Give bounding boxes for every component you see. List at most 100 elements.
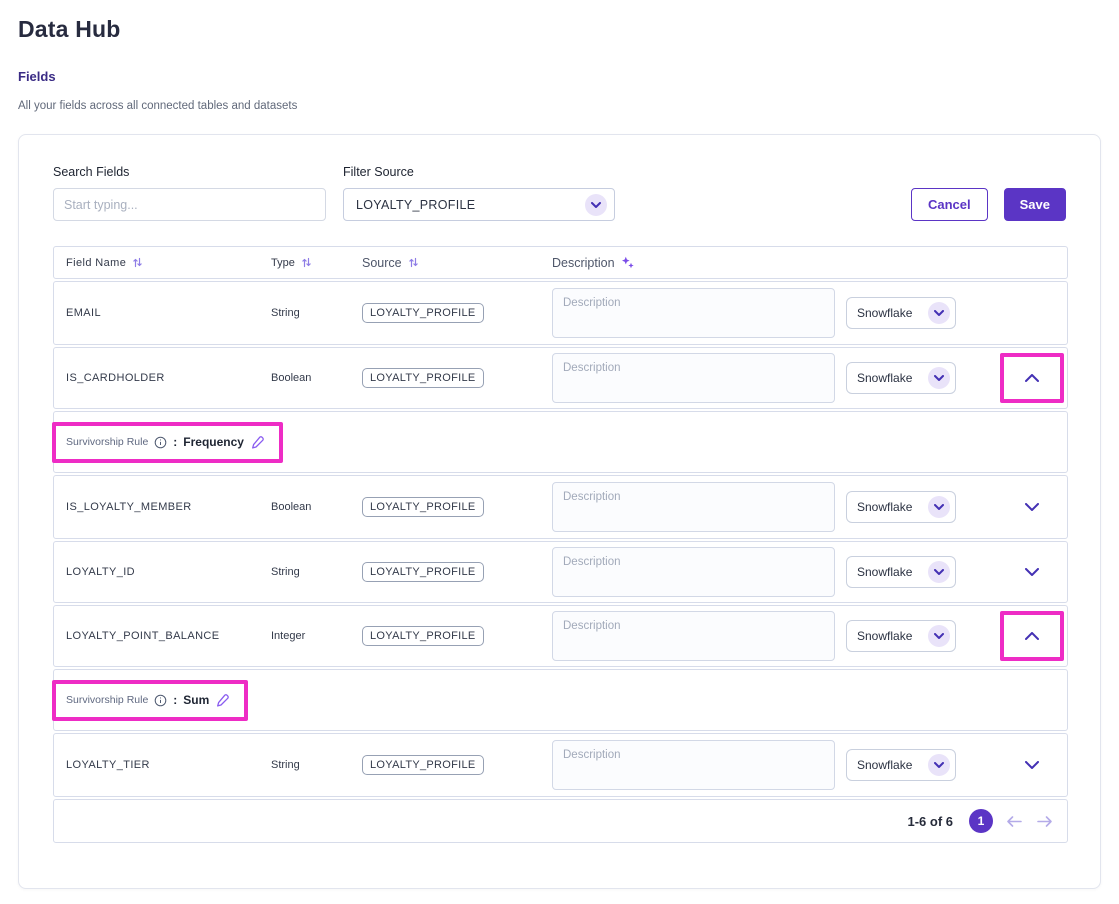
field-type: String — [271, 307, 300, 319]
chevron-down-icon — [928, 367, 950, 389]
expand-row-button[interactable] — [1020, 560, 1044, 584]
collapse-row-button[interactable] — [1000, 611, 1064, 661]
chevron-down-icon — [928, 625, 950, 647]
description-input[interactable] — [552, 482, 835, 532]
field-name: IS_CARDHOLDER — [66, 372, 165, 384]
info-icon[interactable] — [154, 436, 167, 449]
field-type: Integer — [271, 630, 306, 642]
system-select-value: Snowflake — [857, 306, 913, 320]
chevron-down-icon — [1025, 503, 1039, 511]
source-badge: LOYALTY_PROFILE — [362, 562, 484, 582]
info-icon[interactable] — [154, 694, 167, 707]
system-select[interactable]: Snowflake — [846, 556, 956, 588]
search-fields-group: Search Fields — [53, 165, 326, 221]
system-select-value: Snowflake — [857, 500, 913, 514]
header-field-name: Field Name — [66, 256, 127, 269]
chevron-down-icon — [928, 302, 950, 324]
arrow-left-icon — [1007, 815, 1022, 827]
filter-source-value: LOYALTY_PROFILE — [356, 197, 476, 212]
field-name: LOYALTY_POINT_BALANCE — [66, 630, 220, 642]
toolbar: Search Fields Filter Source LOYALTY_PROF… — [53, 165, 1066, 221]
chevron-down-icon — [928, 561, 950, 583]
field-type: Boolean — [271, 501, 312, 513]
chevron-down-icon — [928, 496, 950, 518]
pencil-icon[interactable] — [215, 693, 230, 708]
source-badge: LOYALTY_PROFILE — [362, 626, 484, 646]
description-input[interactable] — [552, 611, 835, 661]
fields-table: Field Name Type Source — [52, 246, 1068, 843]
description-input[interactable] — [552, 353, 835, 403]
field-type: String — [271, 759, 300, 771]
system-select-value: Snowflake — [857, 565, 913, 579]
survivorship-rule: Survivorship Rule : Sum — [52, 679, 249, 721]
sort-field-name-icon[interactable] — [132, 257, 143, 268]
field-type: String — [271, 566, 300, 578]
table-header-row: Field Name Type Source — [53, 246, 1068, 279]
field-name: LOYALTY_ID — [66, 566, 136, 578]
toolbar-actions: Cancel Save — [910, 188, 1066, 221]
field-row-email: EMAIL String LOYALTY_PROFILE Snowflake — [53, 281, 1068, 345]
sort-source-icon[interactable] — [408, 257, 419, 268]
ai-sparkles-icon[interactable] — [621, 256, 634, 269]
survivorship-rule-value: Frequency — [183, 435, 244, 449]
chevron-down-icon — [1025, 761, 1039, 769]
fields-panel: Search Fields Filter Source LOYALTY_PROF… — [18, 134, 1101, 889]
survivorship-rule: Survivorship Rule : Frequency — [52, 421, 283, 463]
collapse-row-button[interactable] — [1000, 353, 1064, 403]
description-input[interactable] — [552, 740, 835, 790]
expand-row-button[interactable] — [1020, 753, 1044, 777]
source-badge: LOYALTY_PROFILE — [362, 368, 484, 388]
search-fields-label: Search Fields — [53, 165, 130, 179]
pagination-row: 1-6 of 6 1 — [53, 799, 1068, 843]
chevron-up-icon — [1025, 374, 1039, 382]
survivorship-rule-label: Survivorship Rule — [66, 436, 149, 448]
survivorship-rule-row: Survivorship Rule : Sum — [52, 669, 1068, 731]
system-select[interactable]: Snowflake — [846, 749, 956, 781]
page-1-button[interactable]: 1 — [969, 809, 993, 833]
page-title: Data Hub — [18, 16, 121, 42]
description-input[interactable] — [552, 288, 835, 338]
filter-source-label: Filter Source — [343, 165, 414, 179]
pagination-range: 1-6 of 6 — [907, 813, 953, 829]
source-badge: LOYALTY_PROFILE — [362, 303, 484, 323]
chevron-up-icon — [1025, 632, 1039, 640]
chevron-down-icon — [1025, 568, 1039, 576]
pencil-icon[interactable] — [250, 435, 265, 450]
arrow-right-icon — [1037, 815, 1052, 827]
header-source: Source — [362, 255, 402, 270]
rule-separator: : — [173, 693, 178, 707]
field-row-loyalty-tier: LOYALTY_TIER String LOYALTY_PROFILE Snow… — [53, 733, 1068, 797]
rule-separator: : — [173, 435, 178, 449]
field-name: IS_LOYALTY_MEMBER — [66, 501, 192, 513]
field-type: Boolean — [271, 372, 312, 384]
field-row-loyalty-point-balance: LOYALTY_POINT_BALANCE Integer LOYALTY_PR… — [53, 605, 1068, 667]
section-title: Fields — [18, 69, 56, 84]
field-name: EMAIL — [66, 307, 102, 319]
save-button[interactable]: Save — [1003, 188, 1066, 221]
expand-row-button[interactable] — [1020, 495, 1044, 519]
system-select-value: Snowflake — [857, 371, 913, 385]
filter-source-select[interactable]: LOYALTY_PROFILE — [343, 188, 615, 221]
filter-source-group: Filter Source LOYALTY_PROFILE — [343, 165, 615, 221]
search-input[interactable] — [53, 188, 326, 221]
field-row-is-cardholder: IS_CARDHOLDER Boolean LOYALTY_PROFILE Sn… — [53, 347, 1068, 409]
chevron-down-icon — [928, 754, 950, 776]
source-badge: LOYALTY_PROFILE — [362, 497, 484, 517]
header-description: Description — [552, 255, 615, 270]
previous-page-button[interactable] — [1006, 815, 1023, 828]
system-select[interactable]: Snowflake — [846, 620, 956, 652]
field-row-loyalty-id: LOYALTY_ID String LOYALTY_PROFILE Snowfl… — [53, 541, 1068, 603]
sort-type-icon[interactable] — [301, 257, 312, 268]
next-page-button[interactable] — [1036, 815, 1053, 828]
system-select[interactable]: Snowflake — [846, 491, 956, 523]
system-select-value: Snowflake — [857, 629, 913, 643]
survivorship-rule-label: Survivorship Rule — [66, 694, 149, 706]
section-subtitle: All your fields across all connected tab… — [18, 100, 298, 112]
field-name: LOYALTY_TIER — [66, 759, 150, 771]
description-input[interactable] — [552, 547, 835, 597]
cancel-button[interactable]: Cancel — [910, 188, 988, 221]
system-select[interactable]: Snowflake — [846, 362, 956, 394]
survivorship-rule-value: Sum — [183, 693, 210, 707]
system-select[interactable]: Snowflake — [846, 297, 956, 329]
